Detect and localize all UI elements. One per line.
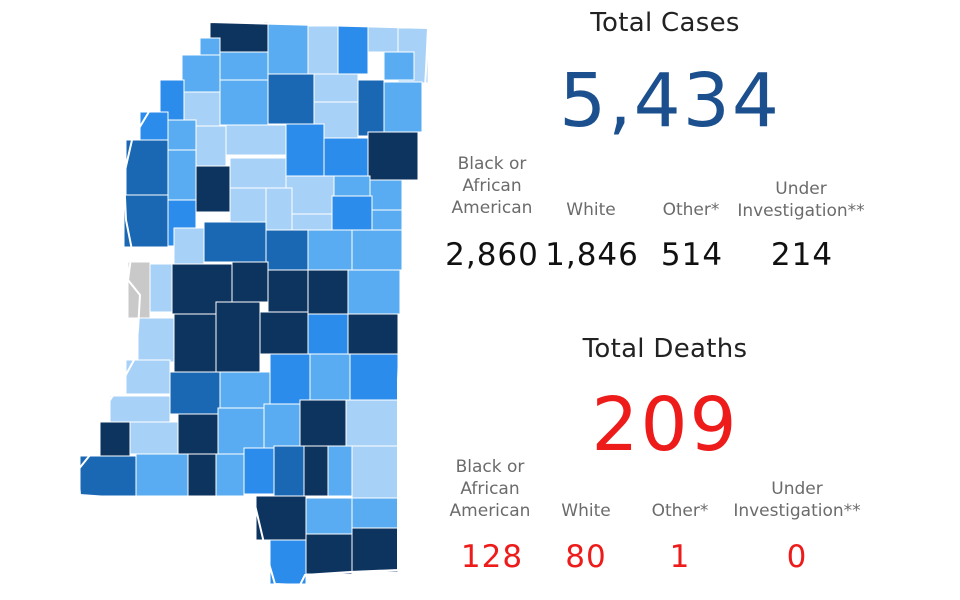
- county-block: [99, 421, 131, 459]
- county-block: [135, 453, 189, 497]
- county-block: [109, 395, 171, 423]
- county-block: [285, 123, 325, 177]
- county-block: [267, 269, 309, 315]
- county-block: [305, 497, 353, 535]
- county-block: [139, 111, 169, 143]
- county-block: [309, 353, 351, 401]
- county-block: [273, 445, 305, 497]
- county-block: [167, 149, 197, 201]
- total-deaths-number: 209: [591, 382, 739, 468]
- total-deaths-title: Total Deaths: [582, 334, 748, 364]
- county-block: [307, 313, 353, 355]
- county-block: [269, 539, 307, 585]
- county-block: [215, 453, 245, 497]
- county-block: [269, 353, 311, 405]
- county-block: [331, 195, 373, 231]
- county-block: [173, 313, 217, 375]
- cases-value-other: 514: [660, 237, 724, 273]
- county-block: [79, 455, 137, 497]
- county-block: [305, 533, 353, 575]
- county-block: [307, 25, 339, 75]
- county-block: [243, 447, 275, 495]
- county-block: [367, 25, 399, 53]
- county-block: [259, 311, 309, 355]
- county-block: [357, 79, 385, 137]
- county-block: [129, 421, 179, 455]
- deaths-value-black: 128: [460, 539, 524, 575]
- county-block: [323, 137, 369, 177]
- county-block: [351, 497, 399, 529]
- county-block: [125, 359, 171, 395]
- county-block: [255, 495, 307, 541]
- counties-layer: [79, 21, 429, 585]
- county-block: [383, 51, 415, 81]
- county-block: [313, 73, 359, 103]
- county-block: [149, 263, 173, 313]
- county-block: [225, 124, 287, 156]
- total-cases-number: 5,434: [559, 58, 781, 144]
- county-block: [369, 179, 403, 211]
- state-outline: [76, 20, 430, 587]
- total-cases-title: Total Cases: [590, 8, 740, 38]
- county-block: [307, 229, 353, 271]
- cases-label-other: Other*: [662, 200, 720, 220]
- cases-value-white: 1,846: [545, 237, 639, 273]
- county-block: [231, 261, 269, 303]
- county-block: [351, 527, 399, 573]
- county-block: [383, 81, 423, 133]
- county-block: [215, 301, 261, 373]
- deaths-value-other: 1: [669, 539, 691, 575]
- deaths-label-under-investigation: Under Investigation**: [733, 479, 861, 521]
- county-block: [177, 413, 219, 455]
- county-block: [347, 313, 399, 355]
- county-block: [203, 221, 267, 263]
- cases-label-under-investigation: Under Investigation**: [737, 179, 865, 221]
- cases-label-white: White: [566, 200, 616, 220]
- county-block: [137, 317, 175, 363]
- county-block: [219, 51, 269, 81]
- county-block: [195, 165, 231, 213]
- county-choropleth: [76, 20, 430, 587]
- cases-value-black: 2,860: [445, 237, 539, 273]
- county-block: [349, 353, 399, 405]
- county-block: [263, 403, 301, 451]
- county-block: [351, 445, 399, 499]
- deaths-value-under-investigation: 0: [786, 539, 808, 575]
- county-block: [125, 139, 169, 196]
- county-block: [345, 399, 399, 447]
- cases-label-black: Black or African American: [451, 154, 533, 218]
- deaths-value-white: 80: [565, 539, 607, 575]
- county-block: [285, 175, 335, 215]
- county-block: [347, 269, 401, 315]
- county-block: [219, 79, 269, 126]
- deaths-label-other: Other*: [651, 501, 709, 521]
- county-block: [217, 407, 265, 455]
- county-block: [167, 119, 197, 151]
- county-block: [187, 453, 217, 497]
- county-block: [219, 371, 271, 409]
- county-block: [299, 399, 347, 447]
- county-block: [367, 131, 419, 181]
- deaths-label-white: White: [561, 501, 611, 521]
- county-block: [181, 54, 221, 96]
- county-block: [173, 227, 205, 265]
- county-block: [169, 371, 221, 415]
- county-block: [303, 445, 329, 497]
- county-block: [267, 73, 315, 125]
- county-block: [195, 125, 227, 167]
- county-block: [267, 23, 309, 75]
- deaths-label-black: Black or African American: [449, 457, 531, 521]
- county-block: [351, 229, 403, 271]
- cases-value-under-investigation: 214: [770, 237, 834, 273]
- state-county-map: [0, 0, 440, 600]
- county-block: [229, 157, 287, 189]
- county-block: [307, 269, 349, 315]
- county-block: [327, 445, 353, 497]
- county-block: [265, 229, 309, 275]
- county-block: [337, 25, 369, 75]
